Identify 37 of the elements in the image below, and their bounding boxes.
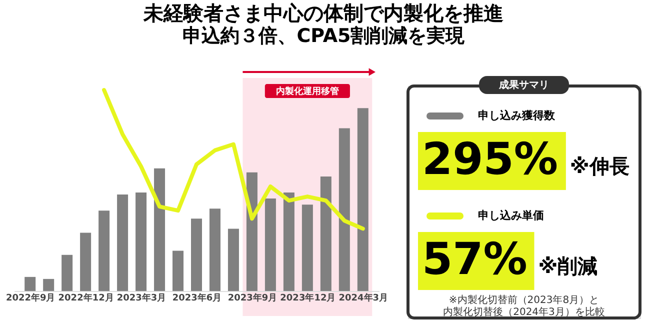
legend-label: 申し込み獲得数 [478,109,556,122]
x-tick-label: 2023年6月 [172,292,222,304]
x-tick-label: 2022年12月 [58,292,114,304]
text: ※伸長 [570,154,630,178]
bar [154,168,166,291]
x-tick-label: 2023年12月 [280,292,336,304]
bar [320,176,332,291]
bar [172,250,184,291]
bar [43,278,54,291]
bar [136,192,147,291]
chart-title: 未経験者さま中心の体制で内製化を推進 [142,1,504,26]
text: ※削減 [538,254,598,278]
bar [98,210,110,291]
bar [117,194,128,291]
bar [24,276,36,291]
legend-label: 申し込み単価 [478,209,544,222]
text: ※内製化切替前（2023年8月）と内製化切替後（2024年3月）を比較 [443,294,605,318]
text: 57% [422,234,528,285]
x-tick-label: 2023年9月 [228,292,278,304]
x-tick-label: 2022年9月 [6,292,56,304]
bar [283,192,294,291]
band-label: 内製化運用移管 [276,86,339,97]
bar [338,128,350,291]
bar [302,204,313,291]
bar [264,198,276,291]
chart-subtitle: 申込約３倍、CPA5割削減を実現 [182,25,466,48]
bar [62,254,73,291]
bar [80,232,92,291]
text: 成果サマリ [498,79,549,91]
text: 295% [422,134,558,185]
bar [357,108,368,291]
bar [246,172,258,291]
bar [209,208,220,291]
bar [228,228,239,291]
x-tick-label: 2024年3月 [338,292,388,304]
bar [191,218,202,291]
x-tick-label: 2023年3月 [116,292,166,304]
